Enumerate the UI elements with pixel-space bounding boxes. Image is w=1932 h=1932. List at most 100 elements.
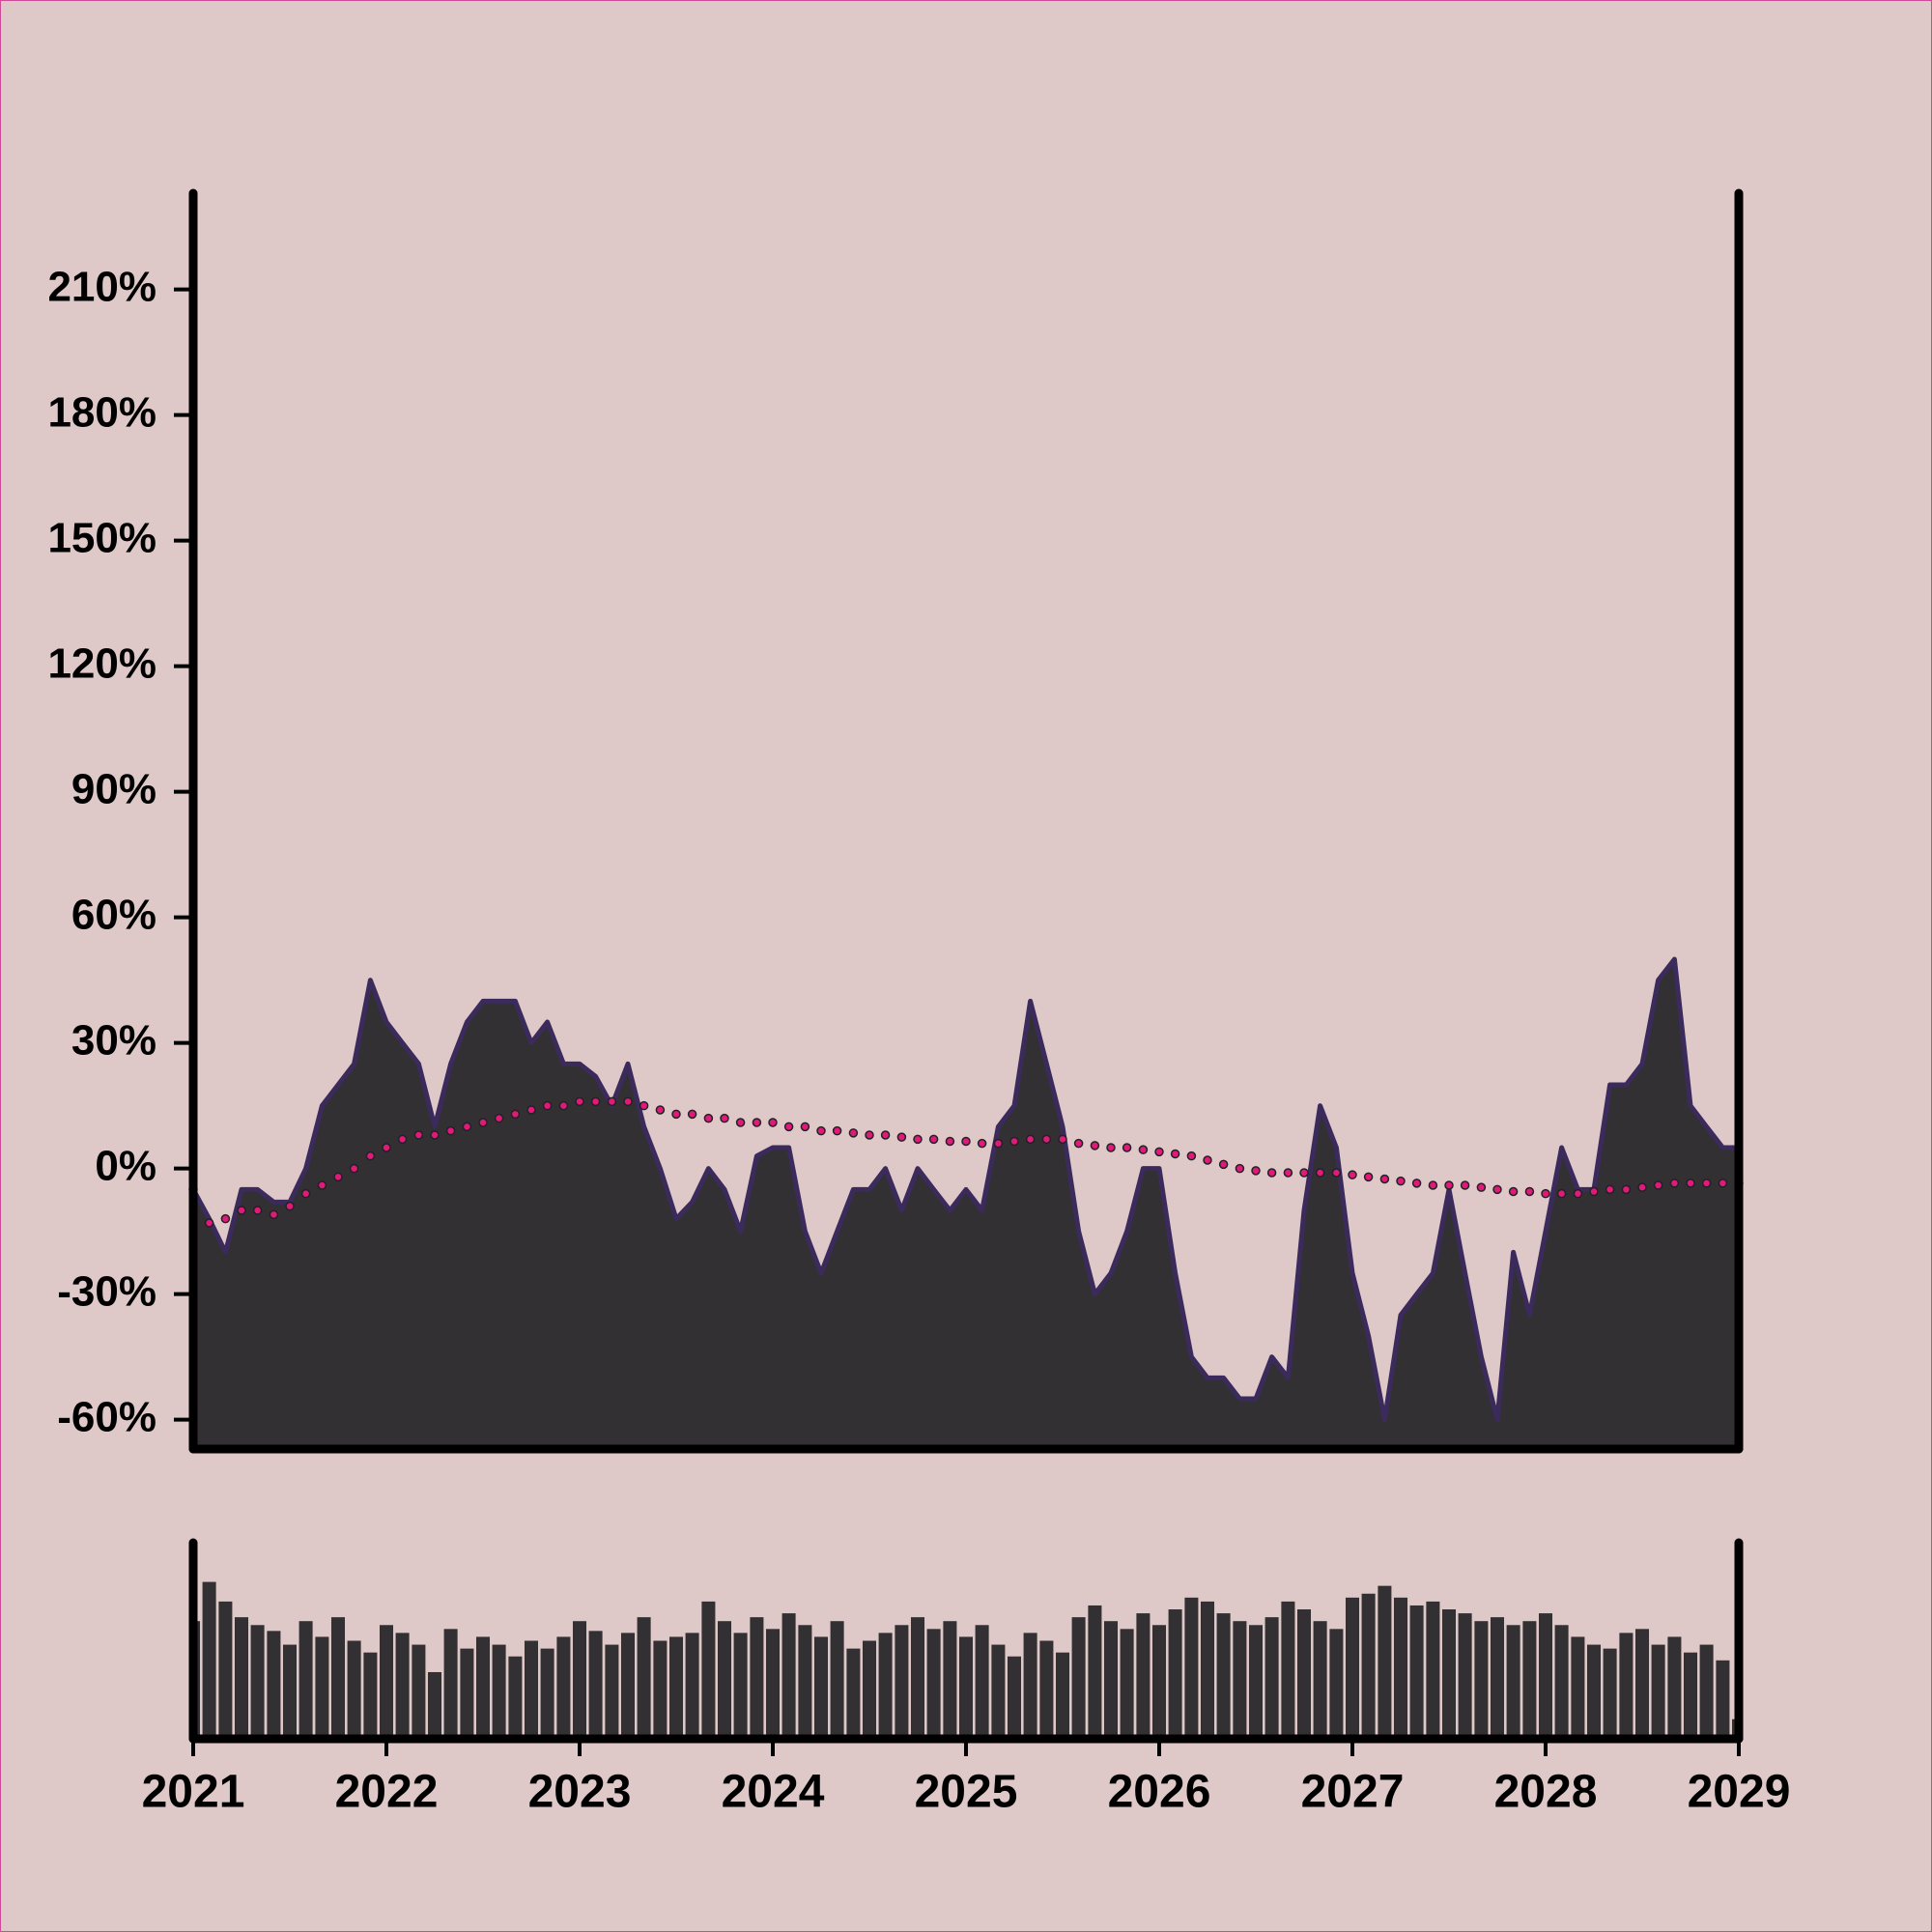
- trend-dot: [945, 1136, 955, 1147]
- bar: [1619, 1633, 1634, 1739]
- trend-dot: [703, 1113, 714, 1123]
- bar: [1683, 1652, 1698, 1739]
- trend-dot: [1122, 1143, 1132, 1152]
- y-tick-label: -30%: [57, 1267, 156, 1315]
- bar: [1088, 1605, 1102, 1739]
- trend-dot: [317, 1180, 327, 1190]
- trend-dot: [220, 1213, 231, 1224]
- trend-dot: [526, 1105, 536, 1115]
- trend-dot: [1379, 1174, 1390, 1184]
- bar: [588, 1631, 603, 1739]
- bar: [1522, 1621, 1537, 1739]
- bar: [862, 1640, 877, 1739]
- x-tick-label: 2027: [1301, 1767, 1405, 1818]
- bar: [298, 1621, 313, 1739]
- bar: [508, 1656, 523, 1739]
- trend-dot: [252, 1206, 263, 1215]
- bar: [1120, 1629, 1134, 1739]
- bar: [443, 1629, 458, 1739]
- x-tick-label: 2029: [1688, 1767, 1791, 1818]
- bar: [1264, 1617, 1279, 1739]
- y-tick-label: 0%: [95, 1142, 156, 1189]
- bar: [910, 1617, 925, 1739]
- bar: [556, 1636, 571, 1739]
- trend-dot: [848, 1128, 859, 1138]
- trend-dot: [1605, 1184, 1615, 1195]
- y-tick-label: 90%: [71, 765, 156, 812]
- bar: [1103, 1621, 1119, 1739]
- bar: [1361, 1593, 1376, 1739]
- bar: [1731, 1719, 1735, 1739]
- trend-dot: [1428, 1180, 1438, 1190]
- trend-dot: [558, 1100, 569, 1111]
- trend-dot: [1170, 1149, 1180, 1159]
- trend-dot: [430, 1130, 440, 1140]
- trend-dot: [1218, 1159, 1229, 1170]
- trend-dot: [1315, 1168, 1325, 1178]
- x-tick-label: 2024: [722, 1767, 825, 1818]
- trend-dot: [1508, 1186, 1519, 1197]
- bar: [1007, 1656, 1022, 1739]
- bar: [1667, 1636, 1682, 1739]
- trend-dot: [735, 1118, 746, 1127]
- trend-dot: [752, 1118, 762, 1127]
- trend-dot: [365, 1151, 376, 1161]
- trend-dot: [913, 1134, 923, 1145]
- trend-dot: [655, 1105, 666, 1115]
- trend-dot: [639, 1100, 649, 1111]
- trend-dot: [462, 1122, 472, 1132]
- area: [190, 956, 1742, 1452]
- bar: [781, 1613, 796, 1739]
- trend-dot: [1492, 1184, 1502, 1195]
- trend-dot: [1009, 1136, 1019, 1147]
- bar: [733, 1633, 748, 1739]
- y-tick-label: 210%: [47, 263, 156, 310]
- bar: [798, 1625, 812, 1739]
- trend-dot: [1363, 1172, 1374, 1182]
- bar: [1168, 1609, 1182, 1739]
- trend-dot: [269, 1209, 279, 1220]
- bar: [1039, 1640, 1054, 1739]
- x-tick-label: 2028: [1494, 1767, 1598, 1818]
- bar: [813, 1636, 829, 1739]
- bar: [637, 1617, 651, 1739]
- trend-dot: [1621, 1184, 1632, 1195]
- trend-dot: [445, 1125, 456, 1136]
- trend-dot: [800, 1122, 810, 1132]
- bar: [1200, 1601, 1215, 1739]
- trend-dot: [1718, 1179, 1728, 1188]
- trend-dot: [1154, 1147, 1164, 1157]
- bar: [750, 1617, 764, 1739]
- trend-dot: [1266, 1168, 1277, 1178]
- bar: [1136, 1613, 1151, 1739]
- bar: [1603, 1648, 1617, 1739]
- bar: [572, 1621, 587, 1739]
- trend-dot: [1203, 1155, 1212, 1165]
- bar: [1651, 1644, 1665, 1739]
- bar: [1458, 1613, 1472, 1739]
- trend-dot: [285, 1201, 295, 1211]
- trend-dot: [1396, 1176, 1406, 1186]
- bar: [1409, 1605, 1424, 1739]
- bar: [605, 1644, 619, 1739]
- trend-dot: [1444, 1180, 1454, 1190]
- x-tick-label: 2023: [528, 1767, 632, 1818]
- trend-dot: [1573, 1188, 1583, 1199]
- trend-dot: [1686, 1179, 1695, 1188]
- trend-dot: [880, 1130, 891, 1140]
- trend-dot: [1589, 1186, 1599, 1197]
- trend-dot: [768, 1118, 778, 1127]
- trend-dot: [1524, 1186, 1535, 1197]
- bar: [991, 1644, 1006, 1739]
- bar: [1055, 1652, 1070, 1739]
- x-tick-label: 2022: [335, 1767, 439, 1818]
- trend-dot: [671, 1109, 681, 1120]
- bar: [475, 1636, 491, 1739]
- trend-dot: [1106, 1143, 1116, 1152]
- trend-dot: [687, 1109, 697, 1120]
- bar: [1151, 1625, 1167, 1739]
- trend-dot: [1235, 1163, 1245, 1174]
- bar: [197, 1621, 201, 1739]
